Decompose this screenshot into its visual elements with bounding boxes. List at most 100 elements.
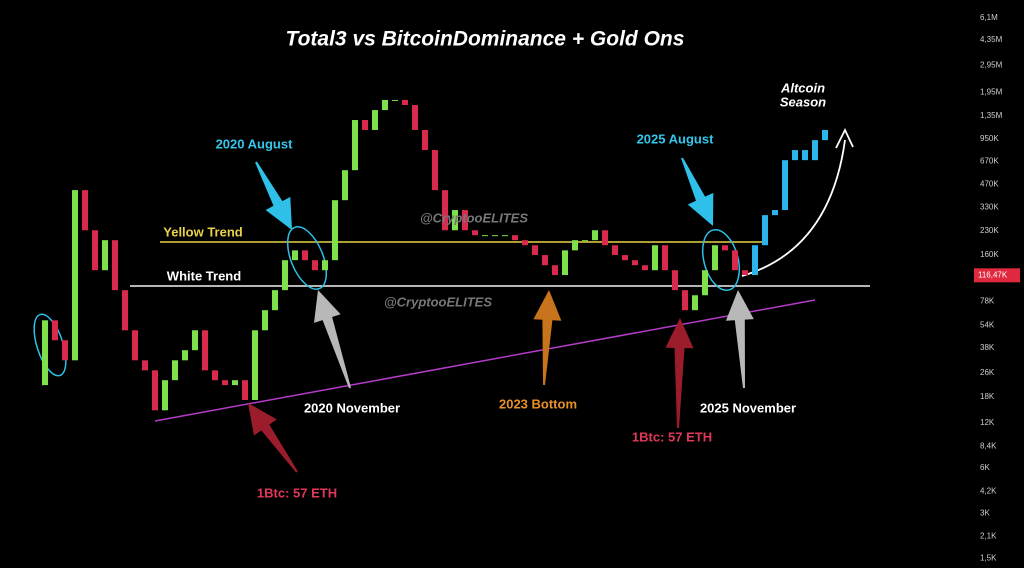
candle bbox=[292, 250, 298, 261]
highlight-ellipse bbox=[286, 226, 328, 290]
candle bbox=[242, 380, 248, 401]
candle bbox=[122, 290, 128, 331]
candle bbox=[812, 140, 818, 161]
chart-title: Total3 vs BitcoinDominance + Gold Ons bbox=[286, 28, 685, 51]
candle bbox=[492, 235, 498, 237]
candle bbox=[182, 350, 188, 361]
candle bbox=[692, 295, 698, 311]
y-tick-label: 1,95M bbox=[980, 87, 1003, 96]
last-price-label: 116,47K bbox=[978, 270, 1008, 279]
candle bbox=[62, 340, 68, 361]
watermark: @CryptooELITES bbox=[420, 210, 528, 225]
candle bbox=[352, 120, 358, 171]
y-tick-label: 470K bbox=[980, 180, 999, 189]
annotation: Yellow Trend bbox=[163, 224, 243, 239]
y-tick-label: 78K bbox=[980, 296, 995, 305]
y-tick-label: 3K bbox=[980, 508, 990, 517]
candle bbox=[172, 360, 178, 381]
annotation: 2020 November bbox=[304, 400, 400, 415]
candle bbox=[742, 270, 748, 276]
candle bbox=[792, 150, 798, 161]
candle bbox=[342, 170, 348, 201]
y-tick-label: 160K bbox=[980, 250, 999, 259]
candle bbox=[322, 260, 328, 271]
candle bbox=[312, 260, 318, 271]
y-tick-label: 230K bbox=[980, 226, 999, 235]
candle bbox=[672, 270, 678, 291]
y-tick-label: 1,35M bbox=[980, 111, 1003, 120]
candle bbox=[382, 99, 388, 111]
candle bbox=[272, 290, 278, 311]
y-tick-label: 4,35M bbox=[980, 35, 1003, 44]
y-tick-label: 12K bbox=[980, 418, 995, 427]
support-line bbox=[154, 299, 816, 422]
candle bbox=[652, 245, 658, 271]
candle bbox=[362, 120, 368, 130]
candle bbox=[682, 290, 688, 311]
candle bbox=[412, 105, 418, 130]
candle bbox=[702, 270, 708, 296]
y-tick-label: 670K bbox=[980, 157, 999, 166]
candle bbox=[722, 245, 728, 251]
annotation: 1Btc: 57 ETH bbox=[632, 429, 712, 444]
y-tick-label: 330K bbox=[980, 203, 999, 212]
candle bbox=[432, 150, 438, 191]
drawings bbox=[33, 127, 870, 422]
arrow bbox=[255, 161, 292, 230]
candle bbox=[502, 235, 508, 237]
candle bbox=[302, 250, 308, 261]
candle bbox=[132, 330, 138, 361]
candle bbox=[622, 255, 628, 261]
projection-arrow bbox=[741, 139, 846, 277]
candle bbox=[102, 240, 108, 271]
candle bbox=[52, 320, 58, 341]
annotation: 2025 August bbox=[637, 131, 714, 146]
candle bbox=[612, 245, 618, 256]
candle bbox=[592, 230, 598, 241]
annotation: 1Btc: 57 ETH bbox=[257, 485, 337, 500]
candle bbox=[472, 230, 478, 236]
y-tick-label: 18K bbox=[980, 392, 995, 401]
candle bbox=[522, 240, 528, 246]
candle bbox=[212, 370, 218, 381]
candle bbox=[782, 160, 788, 211]
candle bbox=[142, 360, 148, 371]
candle bbox=[402, 99, 408, 106]
last-price-tag bbox=[974, 268, 1020, 283]
candle bbox=[82, 190, 88, 231]
candle bbox=[802, 150, 808, 161]
candle bbox=[662, 245, 668, 271]
candle bbox=[732, 250, 738, 271]
candle bbox=[562, 250, 568, 276]
candle bbox=[602, 230, 608, 246]
arrow bbox=[681, 157, 714, 226]
candle bbox=[632, 260, 638, 266]
y-tick-label: 6K bbox=[980, 463, 990, 472]
y-tick-label: 38K bbox=[980, 343, 995, 352]
y-tick-label: 2,95M bbox=[980, 60, 1003, 69]
candle bbox=[202, 330, 208, 371]
candle bbox=[452, 210, 458, 231]
y-tick-label: 2,1K bbox=[980, 531, 997, 540]
candle bbox=[772, 210, 778, 216]
annotation: Altcoin bbox=[780, 80, 825, 95]
y-tick-label: 4,2K bbox=[980, 486, 997, 495]
y-tick-label: 8,4K bbox=[980, 441, 997, 450]
candle bbox=[162, 380, 168, 411]
candle bbox=[262, 310, 268, 331]
candle bbox=[72, 190, 78, 361]
annotation: 2020 August bbox=[216, 136, 293, 151]
watermark: @CryptooELITES bbox=[384, 294, 492, 309]
candle bbox=[222, 380, 228, 386]
candle bbox=[712, 245, 718, 271]
candle bbox=[482, 235, 488, 237]
y-tick-label: 1,5K bbox=[980, 553, 997, 562]
candle bbox=[112, 240, 118, 291]
annotation: 2023 Bottom bbox=[499, 396, 577, 411]
candle bbox=[752, 245, 758, 276]
candle bbox=[332, 200, 338, 261]
annotation: 2025 November bbox=[700, 400, 796, 415]
candle bbox=[422, 129, 428, 151]
